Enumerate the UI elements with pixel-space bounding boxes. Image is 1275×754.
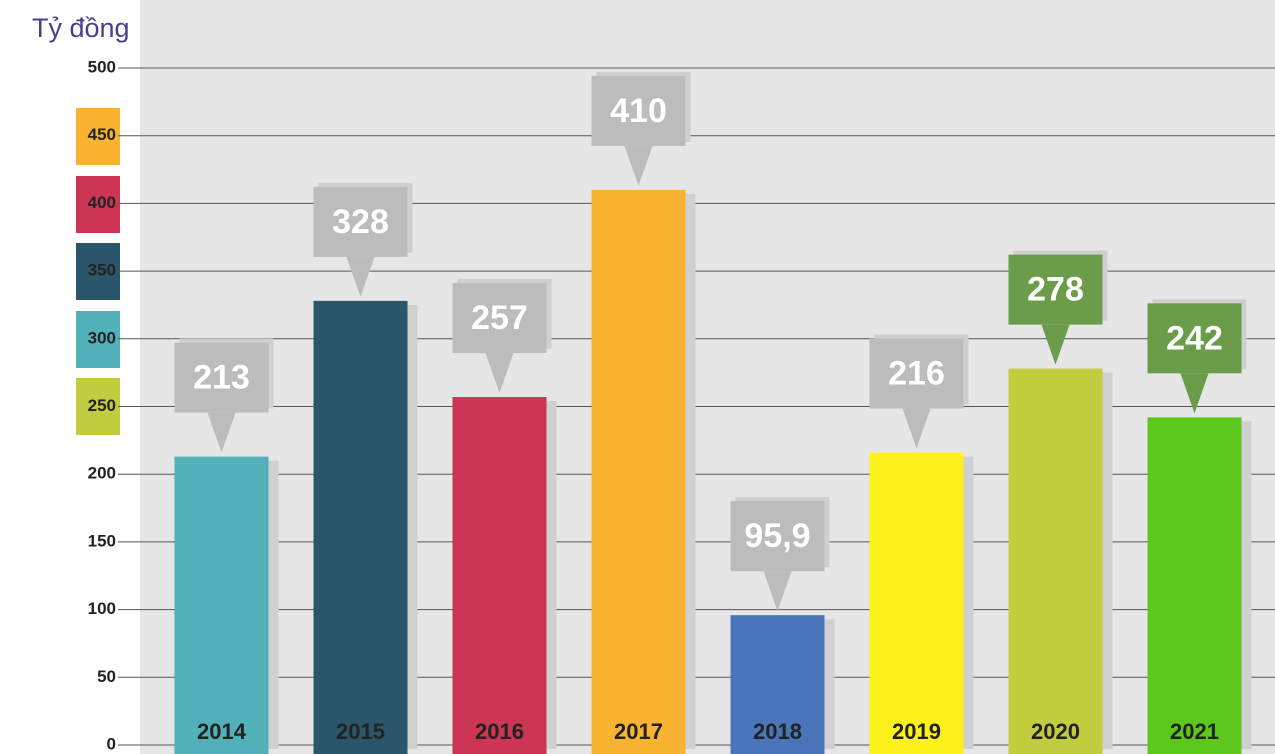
legend-swatch <box>76 243 120 300</box>
bar-shadow <box>1241 421 1252 749</box>
bar <box>1008 368 1103 745</box>
y-tick-label: 300 <box>88 328 116 347</box>
callout <box>869 338 964 409</box>
value-label: 278 <box>1027 271 1084 309</box>
callout <box>730 501 825 572</box>
callout-pointer <box>485 353 514 394</box>
bar-shadow <box>268 460 279 749</box>
legend-swatch <box>76 108 120 165</box>
bar <box>591 189 686 746</box>
value-label: 216 <box>888 355 945 393</box>
y-tick-label: 100 <box>88 599 116 618</box>
y-tick-label: 200 <box>88 464 116 483</box>
callout-pointer <box>1041 324 1070 365</box>
callout <box>1147 303 1242 374</box>
callout-pointer <box>207 412 236 453</box>
y-tick-label: 0 <box>107 734 116 753</box>
category-box <box>313 708 408 754</box>
y-tick-label: 250 <box>88 396 116 415</box>
value-label: 410 <box>610 92 667 130</box>
bar <box>174 456 269 745</box>
category-box <box>1008 708 1103 754</box>
category-box <box>452 708 547 754</box>
y-tick-label: 50 <box>97 667 116 686</box>
legend-swatch <box>76 311 120 368</box>
y-tick-label: 500 <box>88 57 116 76</box>
bar-shadow <box>685 193 696 750</box>
bar <box>313 300 408 745</box>
y-tick-label: 400 <box>88 193 116 212</box>
callout <box>1008 254 1103 325</box>
value-label: 213 <box>193 359 250 397</box>
callout <box>591 75 686 146</box>
bar-shadow <box>963 456 974 749</box>
category-box <box>174 708 269 754</box>
category-box <box>591 708 686 754</box>
callout <box>313 186 408 257</box>
callout-pointer <box>346 256 375 297</box>
bar-shadow <box>824 619 835 749</box>
callout-pointer <box>902 408 931 449</box>
category-box <box>1147 708 1242 754</box>
x-tick-label: 2019 <box>892 719 941 744</box>
legend-swatch <box>76 378 120 435</box>
callout-pointer <box>624 145 653 186</box>
category-box <box>730 708 825 754</box>
callout-pointer <box>763 571 792 612</box>
x-tick-label: 2015 <box>336 719 385 744</box>
bar-shadow <box>546 401 557 749</box>
y-axis-label: Tỷ đồng <box>32 13 130 43</box>
y-tick-label: 350 <box>88 261 116 280</box>
callout <box>452 283 547 354</box>
bar-shadow <box>407 304 418 749</box>
legend-swatch <box>76 176 120 233</box>
value-label: 95,9 <box>744 517 810 555</box>
callout-pointer <box>1180 373 1209 414</box>
x-tick-label: 2020 <box>1031 719 1080 744</box>
callout <box>174 342 269 413</box>
bar <box>869 452 964 745</box>
x-tick-label: 2014 <box>197 719 247 744</box>
x-tick-label: 2017 <box>614 719 663 744</box>
value-label: 328 <box>332 203 389 241</box>
bar <box>1147 417 1242 745</box>
x-tick-label: 2016 <box>475 719 524 744</box>
x-tick-label: 2018 <box>753 719 802 744</box>
y-tick-label: 450 <box>88 125 116 144</box>
value-label: 257 <box>471 299 528 337</box>
value-label: 242 <box>1166 319 1223 357</box>
category-box <box>869 708 964 754</box>
y-tick-label: 150 <box>88 531 116 550</box>
bar <box>452 397 547 745</box>
x-tick-label: 2021 <box>1170 719 1219 744</box>
bar-shadow <box>1102 372 1113 749</box>
